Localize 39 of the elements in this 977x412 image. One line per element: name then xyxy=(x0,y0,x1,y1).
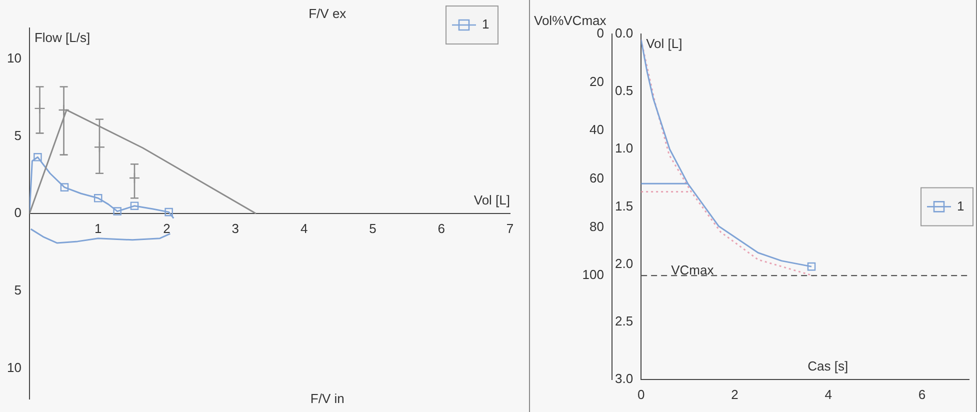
y-tick-label: 0 xyxy=(14,205,22,220)
x-axis-title: Vol [L] xyxy=(474,192,510,208)
x-tick-label: 2 xyxy=(731,386,738,402)
y-tick-label: 3.0 xyxy=(614,370,634,386)
x-tick-label: 6 xyxy=(438,220,445,236)
y2-tick-label: 0 xyxy=(596,26,604,41)
x-tick-label: 7 xyxy=(506,220,514,236)
y-tick-label: 5 xyxy=(14,282,22,298)
y2-tick-label: 80 xyxy=(590,218,604,234)
y2-axis-title: Vol%VCmax xyxy=(534,13,607,28)
y-tick-label: 10 xyxy=(6,50,22,66)
x-tick-label: 4 xyxy=(824,386,832,402)
y-axis-title: Vol [L] xyxy=(646,36,682,52)
y-tick-label: 0.5 xyxy=(614,83,634,98)
y-axis-title: Flow [L/s] xyxy=(34,30,90,46)
y-tick-label: 1.5 xyxy=(614,198,634,214)
x-axis-title: Cas [s] xyxy=(808,358,848,374)
y-tick-label: 1.0 xyxy=(614,140,634,156)
ref-line-label: VCmax xyxy=(671,262,714,278)
annotation: F/V in xyxy=(310,391,344,406)
legend-label: 1 xyxy=(957,198,964,214)
x-tick-label: 0 xyxy=(637,386,645,402)
y2-tick-label: 20 xyxy=(590,74,604,89)
y2-tick-label: 100 xyxy=(582,267,604,282)
y-tick-label: 5 xyxy=(14,128,22,143)
y-tick-label: 2.0 xyxy=(614,256,634,271)
x-tick-label: 6 xyxy=(918,386,926,402)
y2-tick-label: 40 xyxy=(590,122,604,138)
y2-tick-label: 60 xyxy=(590,170,604,186)
y-tick-label: 0.0 xyxy=(614,26,634,41)
legend-label: 1 xyxy=(482,16,490,32)
x-tick-label: 1 xyxy=(94,220,102,236)
y-tick-label: 2.5 xyxy=(614,313,634,328)
x-tick-label: 2 xyxy=(163,220,170,236)
y-tick-label: 10 xyxy=(6,360,22,375)
x-tick-label: 5 xyxy=(369,220,376,236)
text: F/V ex xyxy=(308,6,347,22)
x-tick-label: 4 xyxy=(300,220,308,236)
x-tick-label: 3 xyxy=(232,220,240,236)
